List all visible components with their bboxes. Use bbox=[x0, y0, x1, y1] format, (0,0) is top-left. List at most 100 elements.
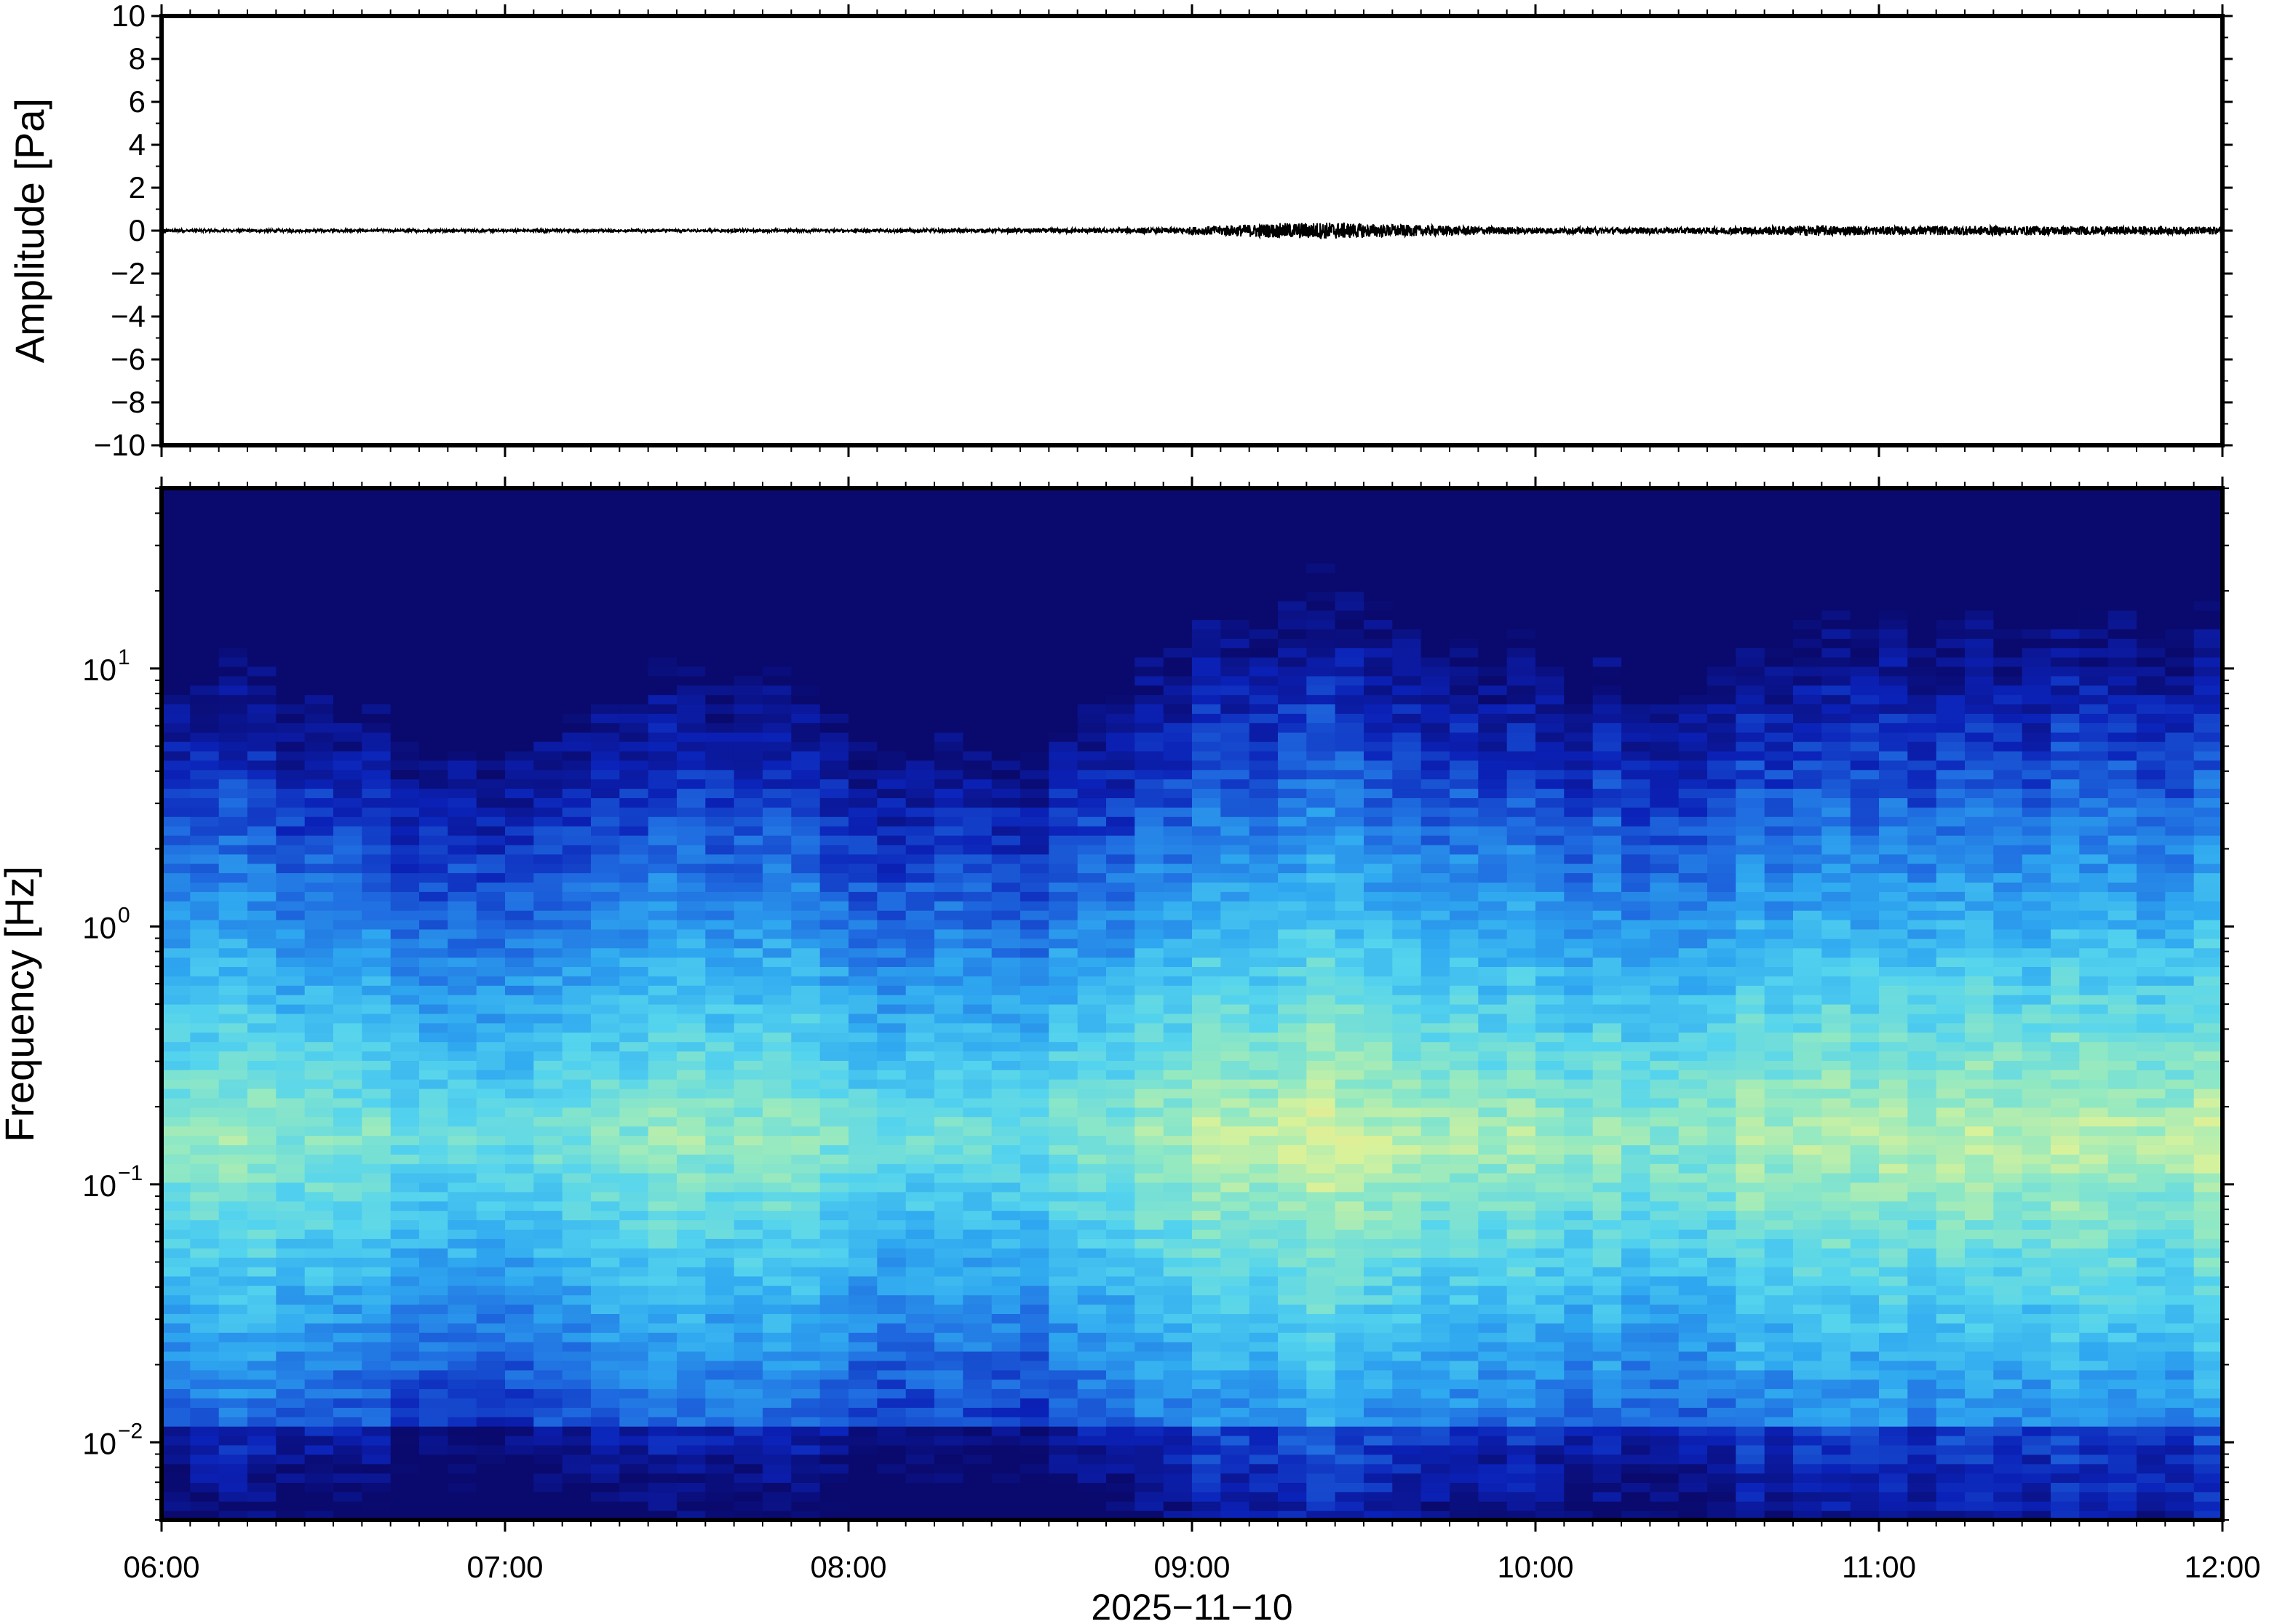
spectrogram-cell bbox=[677, 1351, 706, 1361]
spectrogram-cell bbox=[162, 1182, 191, 1193]
spectrogram-cell bbox=[1077, 1436, 1107, 1446]
spectrogram-cell bbox=[333, 1323, 362, 1333]
spectrogram-cell bbox=[419, 1454, 448, 1465]
spectrogram-cell bbox=[333, 863, 362, 874]
spectrogram-cell bbox=[934, 1313, 963, 1324]
spectrogram-cell bbox=[849, 1304, 878, 1314]
spectrogram-cell bbox=[562, 1004, 592, 1014]
spectrogram-cell bbox=[1163, 938, 1193, 949]
spectrogram-cell bbox=[390, 910, 420, 920]
spectrogram-cell bbox=[991, 1163, 1021, 1174]
spectrogram-cell bbox=[218, 779, 248, 789]
spectrogram-cell bbox=[877, 872, 907, 883]
spectrogram-cell bbox=[1249, 648, 1279, 658]
spectrogram-cell bbox=[763, 947, 792, 958]
spectrogram-cell bbox=[677, 1285, 706, 1296]
spectrogram-cell bbox=[591, 638, 620, 648]
spectrogram-cell bbox=[190, 901, 220, 911]
spectrogram-cell bbox=[1106, 807, 1135, 817]
spectrogram-cell bbox=[476, 938, 506, 949]
spectrogram-cell bbox=[448, 741, 477, 752]
spectrogram-cell bbox=[648, 863, 677, 874]
spectrogram-cell bbox=[934, 1444, 963, 1455]
spectrogram-cell bbox=[791, 928, 821, 939]
spectrogram-cell bbox=[677, 1107, 706, 1118]
spectrogram-cell bbox=[1420, 1088, 1450, 1099]
spectrogram-cell bbox=[533, 704, 563, 714]
spectrogram-cell bbox=[419, 1351, 448, 1361]
spectrogram-cell bbox=[247, 685, 277, 696]
spectrogram-cell bbox=[533, 1097, 563, 1108]
spectrogram-cell bbox=[1192, 1266, 1221, 1277]
spectrogram-cell bbox=[1106, 1022, 1135, 1033]
spectrogram-cell bbox=[1392, 797, 1422, 808]
spectrogram-cell bbox=[963, 1342, 993, 1352]
spectrogram-cell bbox=[849, 535, 878, 545]
spectrogram-cell bbox=[362, 853, 392, 864]
spectrogram-cell bbox=[1392, 1417, 1422, 1427]
spectrogram-cell bbox=[1249, 741, 1279, 752]
spectrogram-cell bbox=[562, 497, 592, 508]
spectrogram-cell bbox=[1192, 506, 1221, 517]
spectrogram-cell bbox=[1278, 1379, 1307, 1390]
spectrogram-cell bbox=[1192, 995, 1221, 1005]
spectrogram-cell bbox=[1020, 525, 1049, 536]
spectrogram-cell bbox=[1420, 1417, 1450, 1427]
spectrogram-cell bbox=[1077, 853, 1107, 864]
spectrogram-cell bbox=[390, 732, 420, 742]
spectrogram-cell bbox=[791, 1492, 821, 1502]
spectrogram-cell bbox=[963, 1060, 993, 1070]
spectrogram-cell bbox=[390, 1116, 420, 1127]
spectrogram-cell bbox=[819, 891, 849, 901]
spectrogram-cell bbox=[934, 581, 963, 592]
spectrogram-cell bbox=[1306, 853, 1336, 864]
spectrogram-cell bbox=[734, 938, 763, 949]
spectrogram-cell bbox=[162, 544, 191, 554]
spectrogram-cell bbox=[648, 1360, 677, 1371]
spectrogram-cell bbox=[276, 1342, 306, 1352]
spectrogram-cell bbox=[791, 1210, 821, 1221]
spectrogram-cell bbox=[1134, 1088, 1164, 1099]
spectrogram-cell bbox=[304, 704, 334, 714]
spectrogram-cell bbox=[991, 675, 1021, 686]
spectrogram-cell bbox=[791, 797, 821, 808]
spectrogram-cell bbox=[963, 1492, 993, 1502]
spectrogram-cell bbox=[362, 1454, 392, 1465]
spectrogram-cell bbox=[1192, 1388, 1221, 1398]
spectrogram-cell bbox=[1364, 1191, 1393, 1202]
spectrogram-cell bbox=[905, 1126, 935, 1137]
spectrogram-cell bbox=[419, 1032, 448, 1043]
spectrogram-cell bbox=[1392, 1294, 1422, 1305]
spectrogram-cell bbox=[648, 1238, 677, 1249]
spectrogram-cell bbox=[419, 1323, 448, 1333]
spectrogram-cell bbox=[1278, 619, 1307, 629]
spectrogram-cell bbox=[505, 938, 534, 949]
spectrogram-cell bbox=[1020, 1351, 1049, 1361]
spectrogram-cell bbox=[562, 835, 592, 845]
spectrogram-cell bbox=[991, 947, 1021, 958]
spectrogram-cell bbox=[333, 1135, 362, 1145]
spectrogram-cell bbox=[791, 872, 821, 883]
spectrogram-cell bbox=[1278, 1013, 1307, 1024]
spectrogram-cell bbox=[1306, 1313, 1336, 1324]
spectrogram-cell bbox=[591, 910, 620, 920]
spectrogram-cell bbox=[763, 723, 792, 733]
spectrogram-cell bbox=[905, 807, 935, 817]
spectrogram-cell bbox=[591, 666, 620, 677]
spectrogram-cell bbox=[533, 544, 563, 554]
spectrogram-cell bbox=[1249, 1398, 1279, 1408]
spectrogram-cell bbox=[1049, 1379, 1078, 1390]
spectrogram-cell bbox=[390, 1510, 420, 1520]
spectrogram-cell bbox=[619, 1135, 649, 1145]
spectrogram-cell bbox=[591, 863, 620, 874]
spectrogram-cell bbox=[734, 638, 763, 648]
spectrogram-cell bbox=[333, 872, 362, 883]
spectrogram-cell bbox=[247, 816, 277, 827]
spectrogram-cell bbox=[791, 1323, 821, 1333]
spectrogram-cell bbox=[476, 563, 506, 573]
spectrogram-cell bbox=[448, 947, 477, 958]
spectrogram-cell bbox=[734, 573, 763, 583]
spectrogram-cell bbox=[190, 966, 220, 976]
spectrogram-cell bbox=[591, 506, 620, 517]
spectrogram-cell bbox=[905, 1154, 935, 1164]
